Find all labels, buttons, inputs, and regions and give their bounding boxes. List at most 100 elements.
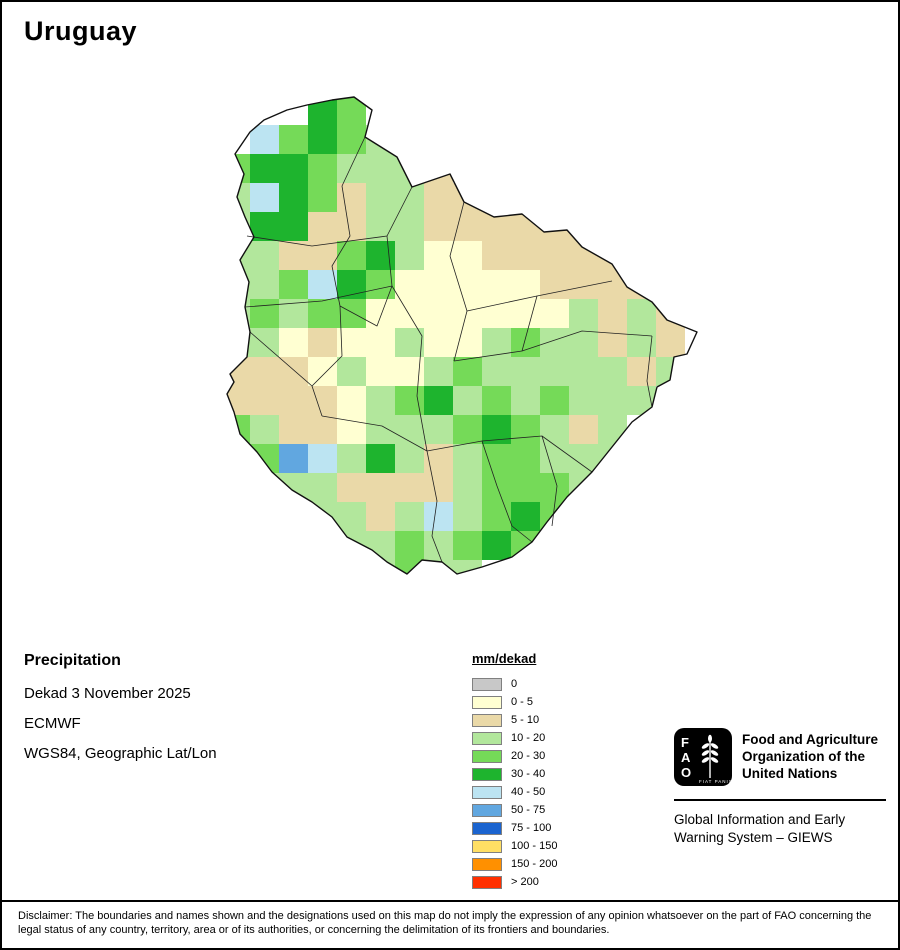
legend-item: 20 - 30 xyxy=(472,747,557,765)
internal-border-line xyxy=(521,295,538,352)
legend-swatch xyxy=(472,803,502,817)
map-cell xyxy=(395,212,424,241)
internal-border-line xyxy=(339,186,413,327)
map-cell xyxy=(540,299,569,328)
map-cell xyxy=(511,444,540,473)
fao-logo-icon: F A O FIAT PANIS xyxy=(674,728,732,786)
map-cell xyxy=(424,386,453,415)
map-cell xyxy=(453,357,482,386)
fao-logo-letter: A xyxy=(681,750,691,765)
map-cell xyxy=(250,270,279,299)
legend-swatch xyxy=(472,713,502,727)
map-cell xyxy=(395,328,424,357)
legend-label: 0 xyxy=(511,678,518,690)
map-cell xyxy=(424,357,453,386)
map-cell xyxy=(395,502,424,531)
map-cell xyxy=(308,328,337,357)
map-cell xyxy=(366,473,395,502)
map-cell xyxy=(279,415,308,444)
map-cell xyxy=(308,212,337,241)
map-cell xyxy=(482,328,511,357)
map-cell xyxy=(453,502,482,531)
map-cell xyxy=(366,386,395,415)
map-cell xyxy=(279,183,308,212)
giews-line: Global Information and Early xyxy=(674,812,846,827)
map-cell xyxy=(453,386,482,415)
fao-org-name: Food and Agriculture Organization of the… xyxy=(742,728,878,786)
legend-label: 100 - 150 xyxy=(511,840,558,852)
map-cell xyxy=(569,299,598,328)
fao-org-line: Organization of the xyxy=(742,749,865,764)
legend-swatch xyxy=(472,695,502,709)
map-cell xyxy=(308,473,337,502)
legend-label: 10 - 20 xyxy=(511,732,546,744)
map-cell xyxy=(453,328,482,357)
info-source: ECMWF xyxy=(24,715,81,732)
map-cell xyxy=(279,125,308,154)
map-cell xyxy=(540,328,569,357)
legend-item: 0 xyxy=(472,675,557,693)
internal-border-line xyxy=(481,440,533,543)
legend-label: 150 - 200 xyxy=(511,858,558,870)
map-cell xyxy=(424,531,453,560)
fao-logo-letter: O xyxy=(681,765,691,780)
country-title: Uruguay xyxy=(24,16,138,46)
internal-border-line xyxy=(321,415,428,452)
map-cell xyxy=(308,183,337,212)
map-cell xyxy=(337,502,366,531)
map-cell xyxy=(279,241,308,270)
map-info: Precipitation Dekad 3 November 2025 ECMW… xyxy=(24,652,217,775)
map-cell xyxy=(279,212,308,241)
map-cell xyxy=(453,299,482,328)
map-cell xyxy=(395,270,424,299)
disclaimer-footer: Disclaimer: The boundaries and names sho… xyxy=(2,900,898,948)
internal-border-line xyxy=(311,305,343,417)
legend-swatch xyxy=(472,785,502,799)
internal-border-line xyxy=(244,285,393,308)
map-cell xyxy=(511,502,540,531)
fao-org-line: United Nations xyxy=(742,766,838,781)
legend-swatch xyxy=(472,749,502,763)
fao-divider xyxy=(674,799,886,801)
map-cell xyxy=(337,444,366,473)
map-cell xyxy=(540,415,569,444)
map-cell xyxy=(366,328,395,357)
legend-swatch xyxy=(472,875,502,889)
country-outline xyxy=(226,96,698,575)
legend-swatch xyxy=(472,839,502,853)
map-cell xyxy=(395,415,424,444)
fao-motto: FIAT PANIS xyxy=(699,779,732,784)
map-cell xyxy=(424,212,453,241)
map-cell xyxy=(308,444,337,473)
map-cell xyxy=(366,154,395,183)
legend: mm/dekad 0 0 - 5 5 - 10 10 - 20 20 - 30 30 - … xyxy=(472,651,557,891)
legend-label: 20 - 30 xyxy=(511,750,546,762)
map-cell xyxy=(250,154,279,183)
map-cell xyxy=(569,328,598,357)
map-cell xyxy=(337,125,366,154)
map-cell xyxy=(482,357,511,386)
legend-item: 75 - 100 xyxy=(472,819,557,837)
map-cell xyxy=(279,444,308,473)
giews-text: Global Information and Early Warning Sys… xyxy=(674,811,888,847)
map-cell xyxy=(482,241,511,270)
map-cell xyxy=(482,531,511,560)
map-cell xyxy=(250,328,279,357)
map-cell xyxy=(250,212,279,241)
internal-border-line xyxy=(646,335,653,408)
internal-border-line xyxy=(449,201,468,362)
disclaimer-text: Disclaimer: The boundaries and names sho… xyxy=(18,910,872,936)
map-cell xyxy=(308,125,337,154)
legend-item: 150 - 200 xyxy=(472,855,557,873)
map-cell xyxy=(395,386,424,415)
wheat-icon xyxy=(701,734,719,778)
map-cell xyxy=(482,473,511,502)
map-cell xyxy=(337,241,366,270)
map-cell xyxy=(453,531,482,560)
map-cell xyxy=(308,270,337,299)
map-cell xyxy=(453,270,482,299)
fao-logo-letter: F xyxy=(681,735,689,750)
map-cell xyxy=(511,241,540,270)
map-cell xyxy=(308,357,337,386)
map-cell xyxy=(482,386,511,415)
